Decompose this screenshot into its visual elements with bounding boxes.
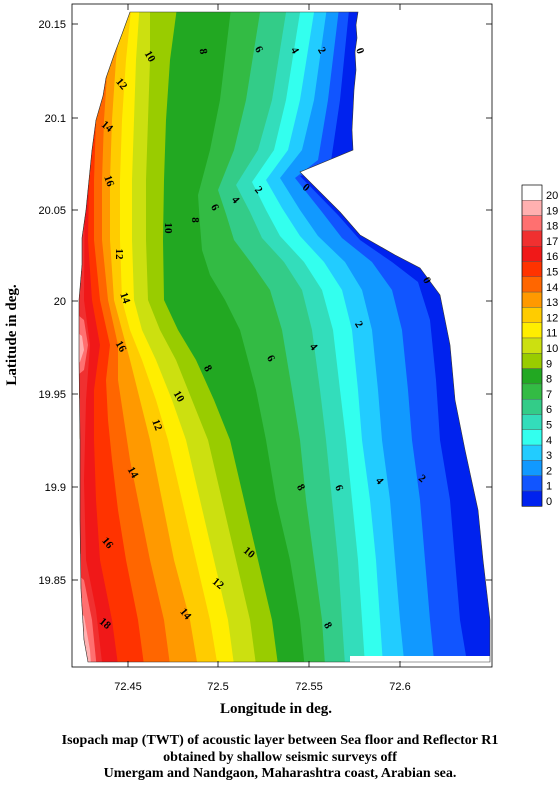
legend-level-label: 2 [546, 465, 552, 477]
legend-swatch-18 [521, 215, 543, 232]
legend-swatch-3 [521, 444, 543, 461]
legend-level-label: 6 [546, 404, 552, 416]
band-19 [79, 320, 92, 662]
contour-label: 6 [264, 353, 277, 364]
legend-swatch-5 [521, 414, 543, 431]
y-tick-label: 19.85 [38, 575, 66, 587]
contour-label: 0 [420, 275, 433, 286]
contour-label: 0 [353, 46, 366, 56]
legend-swatch-4 [521, 429, 543, 446]
legend-swatch-12 [521, 307, 543, 323]
y-tick-label: 19.95 [38, 389, 66, 401]
legend-swatch-20 [521, 184, 543, 201]
legend-frame [521, 184, 543, 507]
caption-line-3: Umergam and Nandgaon, Maharashtra coast,… [103, 766, 457, 781]
legend-level-label: 4 [546, 435, 552, 447]
y-tick-label: 20.1 [45, 113, 66, 125]
isopach-map-figure: 72.45 72.5 72.55 72.6 20.15 20.1 20.05 2… [4, 3, 559, 717]
legend-swatch-0 [521, 490, 543, 507]
contour-label: 16 [101, 174, 116, 189]
legend-swatch-16 [521, 245, 543, 262]
x-tick-labels: 72.45 72.5 72.55 72.6 [114, 681, 410, 693]
contour-label: 8 [189, 217, 201, 223]
legend-level-label: 18 [546, 221, 558, 233]
legend-level-label: 8 [546, 374, 552, 386]
legend-level-label: 0 [546, 496, 552, 508]
contour-label: 10 [162, 223, 174, 235]
legend-swatch-13 [521, 291, 543, 308]
contour-label: 6 [208, 202, 221, 213]
legend-level-label: 16 [546, 251, 558, 263]
legend-level-label: 9 [546, 358, 552, 370]
contour-label: 6 [252, 44, 265, 55]
legend-swatch-15 [521, 261, 543, 278]
legend-swatch-2 [521, 460, 543, 476]
x-tick-label: 72.45 [114, 681, 142, 693]
y-axis-ticks [72, 23, 492, 581]
y-tick-label: 20.05 [38, 205, 66, 217]
legend-level-label: 13 [546, 297, 558, 309]
y-tick-label: 20.15 [38, 19, 66, 31]
y-tick-label: 19.9 [45, 482, 66, 494]
legend-swatch-17 [521, 230, 543, 247]
x-tick-label: 72.55 [295, 681, 323, 693]
x-axis-title: Longitude in deg. [220, 701, 332, 717]
contour-label: 8 [201, 363, 214, 374]
legend-level-label: 11 [546, 328, 557, 340]
contour-label: 8 [197, 48, 210, 56]
band-16 [79, 12, 120, 662]
legend-swatch-9 [521, 353, 543, 369]
y-axis-title: Latitude in deg. [4, 284, 20, 386]
legend-swatch-1 [521, 475, 543, 492]
contour-label: 12 [113, 249, 125, 261]
caption-line-2: obtained by shallow seismic surveys off [163, 749, 397, 765]
legend-level-label: 7 [546, 389, 552, 401]
legend-swatch-14 [521, 276, 543, 293]
legend-level-label: 19 [546, 205, 558, 217]
contour-label: 12 [149, 418, 164, 433]
contour-label: 14 [117, 291, 132, 306]
figure-caption: Isopach map (TWT) of acoustic layer betw… [0, 733, 560, 783]
contour-label: 6 [332, 483, 345, 493]
caption-line-1: Isopach map (TWT) of acoustic layer betw… [61, 733, 499, 748]
legend-level-label: 15 [546, 267, 558, 279]
survey-boundary [78, 11, 491, 663]
legend-level-label: 10 [546, 343, 558, 355]
contour-label: 4 [288, 45, 301, 56]
plot-frame [71, 3, 493, 668]
y-tick-label: 20 [54, 296, 66, 308]
x-tick-label: 72.6 [389, 681, 410, 693]
y-tick-labels: 20.15 20.1 20.05 20 19.95 19.9 19.85 [38, 19, 66, 587]
legend-level-label: 20 [546, 190, 558, 202]
contour-label: 8 [294, 482, 307, 493]
legend-swatch-6 [521, 399, 543, 415]
legend-swatch-11 [521, 322, 543, 339]
legend-swatch-7 [521, 383, 543, 400]
legend-level-label: 3 [546, 450, 552, 462]
legend-swatch-19 [521, 200, 543, 216]
contour-label: 2 [352, 319, 365, 330]
contour-label: 8 [321, 620, 334, 631]
legend-level-label: 1 [546, 481, 552, 493]
legend-level-label: 12 [546, 312, 558, 324]
contour-label: 2 [315, 45, 328, 56]
legend-level-label: 14 [546, 282, 558, 294]
x-axis-ticks [127, 4, 401, 667]
legend-level-label: 5 [546, 420, 552, 432]
x-tick-label: 72.5 [207, 681, 228, 693]
legend-swatch-10 [521, 337, 543, 354]
legend-level-label: 17 [546, 236, 558, 248]
legend-swatch-8 [521, 368, 543, 385]
